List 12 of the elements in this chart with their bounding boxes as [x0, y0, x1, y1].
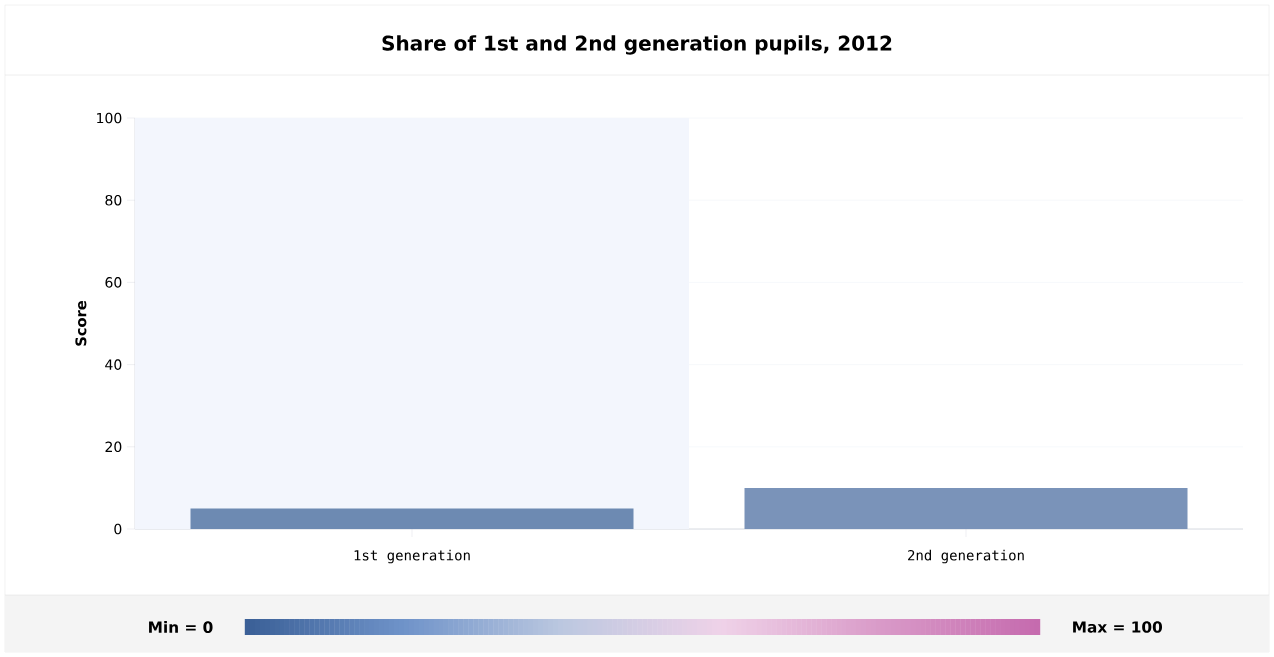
text: Max = 100: [1073, 621, 1163, 633]
chart-title: Share of 1st and 2nd generation pupils, 2012: [382, 35, 892, 55]
y-tick-label: 100: [97, 112, 122, 124]
y-tick-label: 20: [105, 441, 122, 453]
y-axis-title: Score: [75, 300, 87, 346]
y-tick-label: 60: [105, 277, 122, 288]
x-tick-label: 1st generation: [354, 549, 470, 564]
text: Min = 0: [149, 621, 213, 633]
y-tick-label: 0: [114, 523, 122, 535]
y-tick-label: 40: [105, 359, 122, 370]
y-tick-label: 80: [105, 194, 122, 206]
x-tick-label: 2nd generation: [908, 549, 1024, 564]
